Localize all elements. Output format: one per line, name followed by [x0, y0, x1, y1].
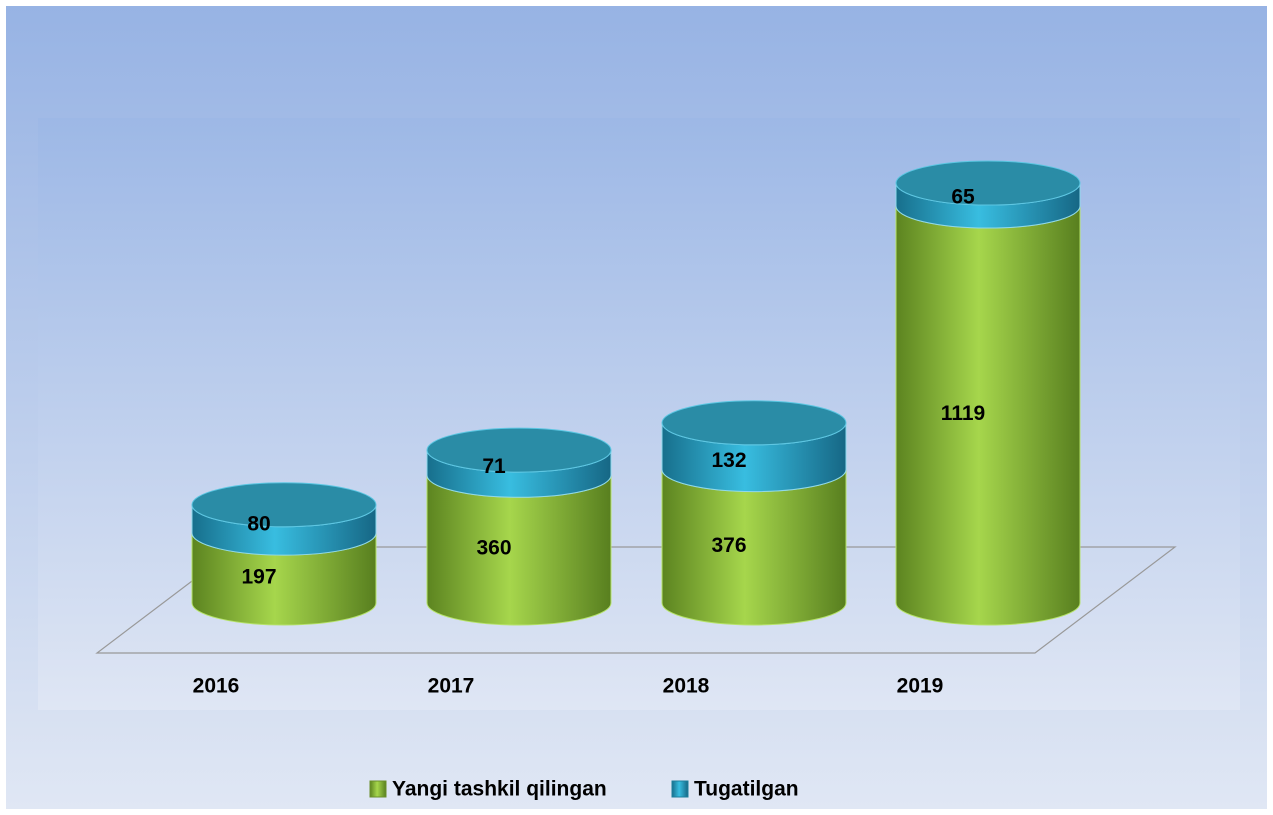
cylinder-top: [661, 400, 847, 446]
cylinder-top: [426, 427, 612, 473]
legend-swatch: [671, 780, 689, 798]
cylinder-top: [191, 482, 377, 528]
data-label: 360: [476, 537, 511, 560]
data-label: 80: [247, 513, 270, 536]
x-tick-label: 2019: [897, 675, 944, 698]
x-tick-label: 2016: [193, 675, 240, 698]
data-label: 1119: [941, 402, 985, 425]
data-label: 65: [951, 186, 975, 209]
data-label: 197: [241, 566, 276, 589]
legend-swatch: [369, 780, 387, 798]
legend-label: Tugatilgan: [694, 778, 799, 801]
legend-label: Yangi tashkil qilingan: [392, 778, 607, 801]
cylinder-top: [895, 160, 1081, 206]
x-tick-label: 2017: [428, 675, 475, 698]
data-label: 132: [711, 449, 746, 472]
data-label: 376: [711, 534, 746, 557]
legend: Yangi tashkil qilingan Tugatilgan: [369, 778, 799, 801]
floor: [95, 546, 1177, 654]
data-label: 71: [482, 455, 506, 478]
marks: 2016 197 80 2017 360 71 2018 376 132 2019 1119 65: [191, 160, 1081, 698]
cylinder-segment: [895, 206, 1081, 626]
x-tick-label: 2018: [663, 675, 710, 698]
cylinder-segment: [661, 469, 847, 626]
